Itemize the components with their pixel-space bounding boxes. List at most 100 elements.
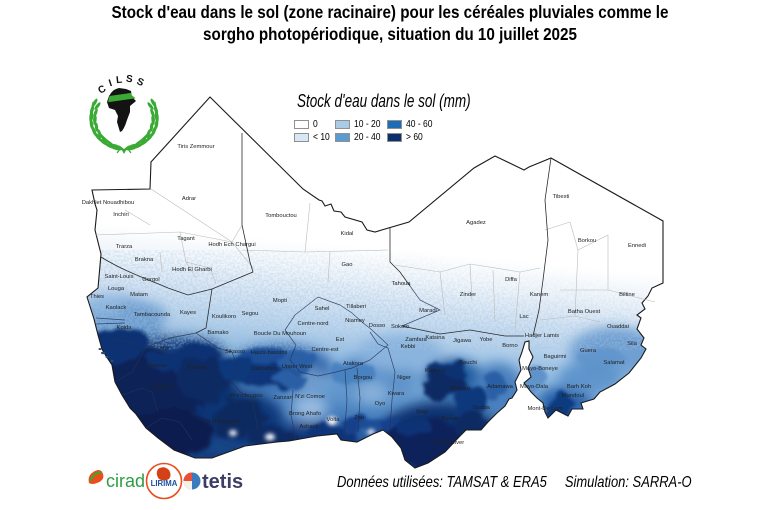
svg-text:Centre-nord: Centre-nord	[298, 321, 329, 327]
svg-text:Atakora: Atakora	[343, 361, 364, 367]
svg-text:Guera: Guera	[580, 348, 597, 354]
svg-text:Northern: Northern	[152, 385, 175, 391]
svg-text:Gao: Gao	[342, 262, 353, 268]
svg-text:Hodh Ech Chargui: Hodh Ech Chargui	[208, 242, 255, 248]
svg-text:Ashanti: Ashanti	[299, 424, 318, 430]
svg-text:Saint-Louis: Saint-Louis	[104, 274, 133, 280]
svg-text:N'zi Comoe: N'zi Comoe	[295, 394, 325, 400]
svg-text:Mopti: Mopti	[273, 298, 287, 304]
svg-text:Mayo-Dala: Mayo-Dala	[520, 384, 549, 390]
svg-text:Tombouctou: Tombouctou	[265, 213, 297, 219]
svg-text:Mamou: Mamou	[147, 363, 166, 369]
svg-text:Mayo-Boneye: Mayo-Boneye	[522, 366, 558, 372]
svg-text:Sokoto: Sokoto	[391, 324, 409, 330]
svg-text:Matam: Matam	[130, 292, 148, 298]
svg-text:Lac: Lac	[519, 314, 528, 320]
svg-text:Brakna: Brakna	[135, 257, 154, 263]
svg-text:Labe: Labe	[157, 346, 170, 352]
svg-text:Agadez: Agadez	[466, 220, 486, 226]
svg-text:Tibesti: Tibesti	[553, 194, 570, 200]
svg-text:L: L	[115, 75, 122, 87]
svg-text:Bauchi: Bauchi	[459, 360, 477, 366]
svg-text:Barh Koh: Barh Koh	[567, 384, 591, 390]
svg-text:Salamat: Salamat	[603, 360, 625, 366]
svg-text:Mandoul: Mandoul	[562, 393, 584, 399]
svg-text:Baguirmi: Baguirmi	[544, 354, 567, 360]
svg-text:Benue: Benue	[442, 416, 459, 422]
svg-text:Trarza: Trarza	[116, 244, 133, 250]
svg-text:Kwara: Kwara	[388, 391, 405, 397]
svg-text:Jigawa: Jigawa	[453, 338, 472, 344]
svg-text:Yobe: Yobe	[479, 337, 492, 343]
svg-text:Koulikoro: Koulikoro	[212, 314, 236, 320]
svg-text:Hauts-bassins: Hauts-bassins	[251, 350, 288, 356]
svg-text:Niger: Niger	[397, 375, 411, 381]
svg-text:Adamawa: Adamawa	[487, 384, 514, 390]
svg-text:Tillaberi: Tillaberi	[346, 304, 366, 310]
svg-text:Cascades: Cascades	[251, 366, 277, 372]
svg-text:Biltine: Biltine	[619, 292, 635, 298]
svg-text:Hadjer Lamis: Hadjer Lamis	[525, 333, 559, 339]
svg-text:Brong Ahafo: Brong Ahafo	[289, 411, 321, 417]
svg-text:Zinder: Zinder	[460, 292, 477, 298]
svg-text:Kaolack: Kaolack	[106, 305, 127, 311]
svg-text:Worodougou: Worodougou	[229, 393, 262, 399]
svg-text:Tambacounda: Tambacounda	[134, 312, 171, 318]
svg-text:Upper West: Upper West	[282, 364, 313, 370]
svg-text:Borgou: Borgou	[354, 375, 373, 381]
svg-text:Centre-est: Centre-est	[311, 347, 338, 353]
svg-text:Tagant: Tagant	[177, 236, 195, 242]
svg-text:Boucle Du Mouhoun: Boucle Du Mouhoun	[254, 331, 307, 337]
svg-text:Plateau: Plateau	[450, 386, 470, 392]
svg-text:Borno: Borno	[502, 343, 517, 349]
svg-text:Gorgol: Gorgol	[142, 277, 159, 283]
svg-text:Sahel: Sahel	[315, 306, 330, 312]
svg-text:Hodh El Gharbi: Hodh El Gharbi	[172, 267, 212, 273]
svg-text:Borkou: Borkou	[578, 238, 596, 244]
svg-text:Ouaddai: Ouaddai	[607, 324, 629, 330]
svg-text:Kebbi: Kebbi	[401, 344, 416, 350]
svg-text:Zou: Zou	[354, 415, 364, 421]
svg-text:S: S	[135, 76, 146, 89]
svg-text:Adrar: Adrar	[182, 196, 196, 202]
svg-text:Cross River: Cross River	[434, 440, 464, 446]
svg-text:Kidal: Kidal	[341, 231, 354, 237]
svg-text:18 Montagnes: 18 Montagnes	[204, 419, 241, 425]
svg-text:Inchiri: Inchiri	[113, 212, 128, 218]
svg-text:Kogi: Kogi	[416, 409, 428, 415]
svg-text:tetis: tetis	[202, 471, 243, 493]
svg-text:Niamey: Niamey	[345, 318, 365, 324]
svg-text:C: C	[96, 83, 108, 96]
svg-text:Segou: Segou	[242, 311, 259, 317]
svg-text:I: I	[108, 78, 114, 89]
svg-text:Dosso: Dosso	[369, 323, 385, 329]
svg-text:Kolda: Kolda	[117, 325, 133, 331]
svg-text:Sikasso: Sikasso	[225, 349, 245, 355]
svg-text:Mont-De Lam: Mont-De Lam	[527, 406, 562, 412]
svg-text:Katsina: Katsina	[425, 335, 445, 341]
svg-text:Diffa: Diffa	[505, 277, 518, 283]
svg-text:S: S	[125, 74, 133, 85]
svg-text:cirad: cirad	[106, 471, 145, 491]
svg-text:Ennedi: Ennedi	[628, 243, 646, 249]
svg-text:Sila: Sila	[627, 341, 637, 347]
svg-text:Kankan: Kankan	[187, 365, 207, 371]
svg-text:Zanzan: Zanzan	[273, 395, 292, 401]
svg-text:Kaduna: Kaduna	[425, 368, 446, 374]
svg-text:Taraba: Taraba	[472, 405, 491, 411]
svg-text:Thies: Thies	[90, 294, 104, 300]
svg-text:Kayes: Kayes	[180, 310, 196, 316]
svg-text:Volta: Volta	[327, 417, 341, 423]
svg-text:Batha Ouest: Batha Ouest	[568, 309, 601, 315]
svg-text:LIRIMA: LIRIMA	[151, 479, 178, 488]
svg-text:Est: Est	[336, 337, 345, 343]
svg-text:Dakhlet Nouadhibou: Dakhlet Nouadhibou	[82, 200, 135, 206]
svg-text:Maradi: Maradi	[419, 308, 437, 314]
svg-text:Kanem: Kanem	[530, 292, 549, 298]
svg-text:Oyo: Oyo	[375, 401, 386, 407]
svg-text:Tahoua: Tahoua	[391, 281, 411, 287]
svg-text:Bamako: Bamako	[207, 330, 228, 336]
svg-text:Tiris Zemmour: Tiris Zemmour	[177, 144, 214, 150]
svg-text:Louga: Louga	[108, 286, 125, 292]
svg-text:Zamfara: Zamfara	[405, 337, 427, 343]
